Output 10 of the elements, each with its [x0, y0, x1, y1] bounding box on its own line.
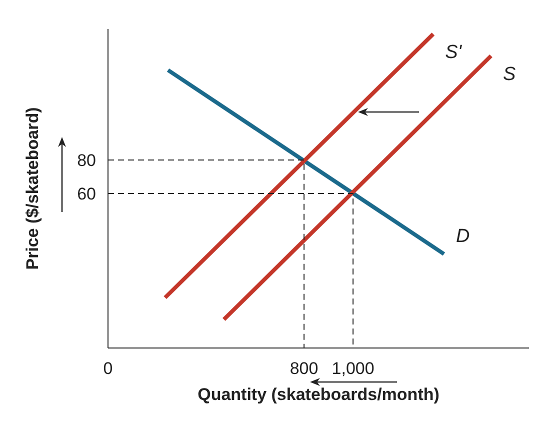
x-tick-label: 800 [290, 359, 318, 378]
y-tick-label: 80 [77, 150, 96, 170]
y-axis-title: Price ($/skateboard) [23, 107, 42, 270]
series-label: S' [445, 42, 463, 64]
series-label: S [503, 64, 516, 85]
y-tick-label: 60 [77, 184, 96, 204]
x-axis-title: Quantity (skateboards/month) [198, 385, 440, 404]
x-tick-label: 1,000 [332, 359, 374, 378]
x-tick-label: 0 [103, 359, 113, 378]
series-label: D [456, 226, 470, 247]
